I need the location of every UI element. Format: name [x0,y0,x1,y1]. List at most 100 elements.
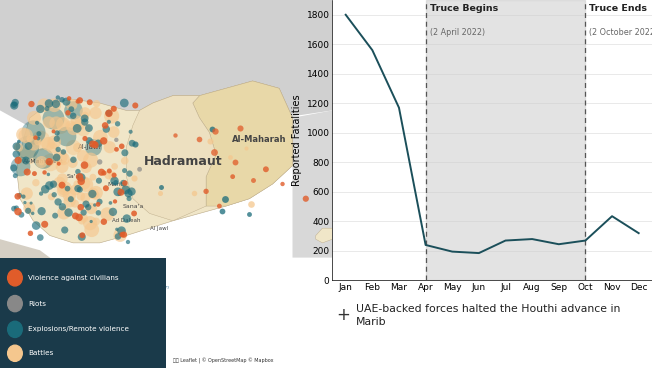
Point [44,119,54,125]
Point [59,185,69,191]
Point [78,153,88,159]
Point [72,99,83,105]
Point [104,168,115,174]
Point [55,122,65,128]
Point [155,184,166,190]
Point [113,189,123,195]
Point [88,174,98,180]
Point [64,192,74,198]
Point [130,103,141,109]
Point [207,127,217,132]
Point [86,219,96,224]
Point [117,144,127,149]
Text: Ad Daleah: Ad Daleah [112,218,141,223]
Point [108,209,118,215]
Point [70,213,81,219]
Polygon shape [0,239,100,368]
Point [50,213,61,219]
Point [48,181,59,187]
Point [23,208,33,214]
Point [13,158,23,163]
Point [89,202,100,208]
Point [10,173,20,178]
Text: Al Jawl: Al Jawl [151,226,169,231]
Point [87,227,97,233]
Point [74,98,85,103]
Point [16,212,27,217]
Point [58,121,68,127]
Point [76,204,86,210]
Point [63,210,74,216]
Point [58,156,68,162]
Point [121,216,132,222]
Point [26,200,37,206]
Point [32,120,42,126]
Point [9,103,20,109]
Text: +: + [336,307,351,325]
Point [83,125,94,131]
Text: Gulf of Aden: Gulf of Aden [130,284,169,290]
Point [155,190,166,196]
Point [51,101,61,107]
Point [101,126,111,132]
Point [98,138,109,144]
Point [85,220,95,226]
Point [25,230,36,236]
Point [46,159,56,165]
Point [54,180,65,186]
Point [104,119,114,125]
Point [86,205,96,211]
Point [37,208,47,214]
Point [78,210,89,216]
Point [115,232,125,238]
Point [59,185,70,191]
Point [80,119,90,125]
Text: 🇺🇦 Leaflet | © OpenStreetMap © Mapbox: 🇺🇦 Leaflet | © OpenStreetMap © Mapbox [173,357,273,364]
Point [261,166,271,172]
Point [11,205,22,211]
Point [127,140,138,146]
Point [63,110,73,116]
Point [80,135,90,141]
Point [96,169,107,175]
Point [40,186,50,192]
Bar [426,0,585,280]
Point [44,160,55,166]
Point [76,178,87,184]
Point [246,201,256,207]
Point [119,158,130,164]
Polygon shape [293,110,333,258]
Text: Riots: Riots [28,301,46,307]
Point [52,130,63,136]
Text: Sa'a: Sa'a [67,174,80,179]
Point [52,155,62,160]
Point [119,168,130,174]
Point [80,110,91,116]
Point [118,180,128,186]
Point [110,163,120,169]
Point [78,126,88,132]
Point [49,102,59,108]
Point [55,154,65,160]
Point [130,141,140,147]
Point [76,218,87,224]
Point [117,232,127,238]
Point [194,137,205,142]
Point [129,210,140,216]
Point [209,149,219,155]
Point [18,131,29,137]
Polygon shape [16,81,293,243]
Point [116,189,126,195]
Point [235,125,245,131]
Point [106,113,117,119]
Point [68,125,79,131]
Point [98,170,109,176]
Text: UAE-backed forces halted the Houthi advance in
Marib: UAE-backed forces halted the Houthi adva… [357,304,621,327]
Point [110,198,120,204]
Point [105,200,115,206]
Point [241,145,252,151]
Point [77,232,87,238]
Text: Explosions/Remote violence: Explosions/Remote violence [28,326,129,332]
Point [87,191,98,197]
Point [35,234,46,240]
